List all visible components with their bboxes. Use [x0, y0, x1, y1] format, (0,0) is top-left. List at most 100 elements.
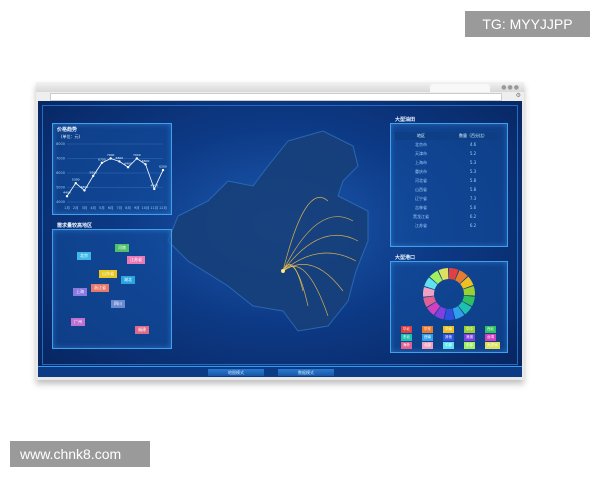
donut-panel: 大型港口 华北 华东 华南 华中 西北 东北 西南 其他 港澳 台湾 海外 北部 中部 东部 大洋洲 — [390, 255, 508, 353]
legend-item: 西南 — [422, 334, 433, 341]
legend-item: 华南 — [443, 326, 454, 333]
trend-panel: 价格趋势 (单位：元) 4000 5000 6000 7000 8000 1月 2月 3月 4月… — [52, 123, 172, 215]
data-point — [118, 160, 121, 163]
table-row[interactable]: 吉林省 5.6 — [395, 203, 499, 212]
x-tick-label: 4月 — [90, 205, 96, 210]
data-table: 地区 数量（百分比） 北京市 4.6 天津市 5.2 上海市 5.3 重庆市 5.3 河北省 5.… — [395, 132, 499, 230]
x-tick-label: 10月 — [142, 205, 150, 210]
y-tick-label: 8000 — [56, 142, 65, 146]
bottom-bar: 地图模式 数据模式 — [38, 366, 522, 377]
address-bar: ⚙ — [36, 92, 524, 101]
x-tick-label: 12月 — [159, 205, 167, 210]
region-tag[interactable]: 山东省 — [99, 270, 117, 278]
demand-panel: 需求量较高地区 北京 河南江苏省山东省 湖北浙江省 上海四川广州福建 — [52, 223, 172, 349]
table-row[interactable]: 河北省 5.8 — [395, 176, 499, 185]
watermark-bottom: www.chnk8.com — [10, 441, 150, 467]
panel-title: 大型港口 — [395, 255, 416, 261]
legend-item: 西北 — [485, 326, 496, 333]
url-input[interactable] — [50, 93, 502, 101]
table-cell: 5.6 — [469, 205, 477, 210]
map[interactable] — [38, 101, 522, 377]
legend-item: 港澳 — [464, 334, 475, 341]
data-point — [109, 157, 112, 160]
browser-tab[interactable] — [430, 84, 490, 92]
table-cell: 上海市 — [415, 159, 427, 165]
table-cell: 江苏省 — [415, 222, 427, 228]
x-tick-label: 9月 — [134, 205, 140, 210]
table-row[interactable]: 重庆市 5.3 — [395, 167, 499, 176]
dashboard: 价格趋势 (单位：元) 4000 5000 6000 7000 8000 1月 2月 3月 4月… — [38, 101, 522, 377]
region-tag[interactable]: 福建 — [135, 326, 149, 334]
table-row[interactable]: 辽宁省 7.3 — [395, 194, 499, 203]
data-label: 4400 — [63, 191, 71, 195]
table-cell: 4.6 — [469, 142, 477, 147]
map-mode-button[interactable]: 地图模式 — [208, 369, 264, 376]
legend-item: 中部 — [443, 342, 454, 349]
unit-label: (单位：元) — [61, 134, 81, 139]
china-map — [167, 130, 369, 332]
y-tick-label: 4000 — [56, 200, 65, 204]
region-tag[interactable]: 北京 — [77, 252, 91, 260]
table-row[interactable]: 上海市 5.3 — [395, 158, 499, 167]
table-cell: 辽宁省 — [415, 195, 427, 201]
data-mode-button[interactable]: 数据模式 — [278, 369, 334, 376]
table-cell: 北京市 — [415, 141, 427, 147]
data-label: 6200 — [159, 165, 167, 169]
x-tick-label: 3月 — [82, 205, 88, 210]
region-tag[interactable]: 广州 — [71, 318, 85, 326]
data-point — [91, 174, 95, 178]
settings-icon[interactable]: ⚙ — [515, 92, 521, 99]
table-cell: 6.2 — [469, 214, 477, 219]
donut-slice — [427, 302, 441, 316]
region-tag[interactable]: 江苏省 — [127, 256, 145, 264]
table-cell: 天津市 — [415, 150, 427, 156]
data-point — [100, 161, 104, 165]
region-tag[interactable]: 湖北 — [121, 276, 135, 284]
table-cell: 重庆市 — [415, 168, 427, 174]
browser-window: ●●● ⚙ 价格趋势 (单位：元) 4000 5000 6000 7000 8000 1月… — [36, 82, 524, 380]
x-tick-label: 11月 — [150, 205, 158, 210]
x-tick-label: 7月 — [116, 205, 122, 210]
panel-title: 需求量较高地区 — [57, 223, 93, 229]
panel-title: 大型油田 — [395, 117, 416, 123]
region-tag[interactable]: 上海 — [73, 288, 87, 296]
table-cell: 6.2 — [469, 223, 477, 228]
column-header: 地区 — [417, 133, 425, 138]
table-cell: 5.8 — [469, 187, 477, 192]
data-label: 6700 — [98, 157, 106, 161]
legend-item: 海外 — [401, 342, 412, 349]
region-tag[interactable]: 四川 — [111, 300, 125, 308]
flow-lines — [281, 197, 359, 317]
flow-line — [282, 263, 344, 292]
region-tag[interactable]: 河南 — [115, 244, 129, 252]
donut-slice — [438, 268, 449, 281]
donut-slice — [463, 285, 476, 296]
table-row[interactable]: 江苏省 6.2 — [395, 221, 499, 230]
data-point — [126, 166, 130, 169]
table-cell: 吉林省 — [415, 204, 427, 210]
donut-slice — [452, 306, 465, 320]
region-tag[interactable]: 浙江省 — [91, 284, 109, 292]
table-row[interactable]: 天津市 5.2 — [395, 149, 499, 158]
window-controls-icon[interactable]: ●●● — [501, 84, 520, 91]
donut-slice — [434, 306, 446, 320]
y-tick-label: 6000 — [56, 171, 65, 175]
y-tick-label: 5000 — [56, 186, 65, 190]
data-point — [144, 163, 147, 166]
table-panel: 大型油田 地区 数量（百分比） 北京市 4.6 天津市 5.2 上海市 5.3 重庆市 5.3… — [390, 117, 508, 247]
table-row[interactable]: 北京市 4.6 — [395, 140, 499, 149]
title-bar: ●●● — [36, 82, 524, 92]
donut-slice — [444, 308, 455, 321]
donut-slice — [422, 286, 435, 297]
table-cell: 黑龙江省 — [413, 213, 429, 219]
data-point — [161, 168, 165, 172]
table-header: 地区 数量（百分比） — [395, 132, 499, 140]
data-label: 6600 — [142, 159, 150, 163]
table-cell: 山西省 — [415, 186, 427, 192]
series-line — [66, 157, 164, 197]
table-row[interactable]: 山西省 5.8 — [395, 185, 499, 194]
legend-item: 北部 — [422, 342, 433, 349]
flow-line — [282, 234, 359, 272]
data-point — [153, 187, 156, 191]
table-row[interactable]: 黑龙江省 6.2 — [395, 212, 499, 221]
